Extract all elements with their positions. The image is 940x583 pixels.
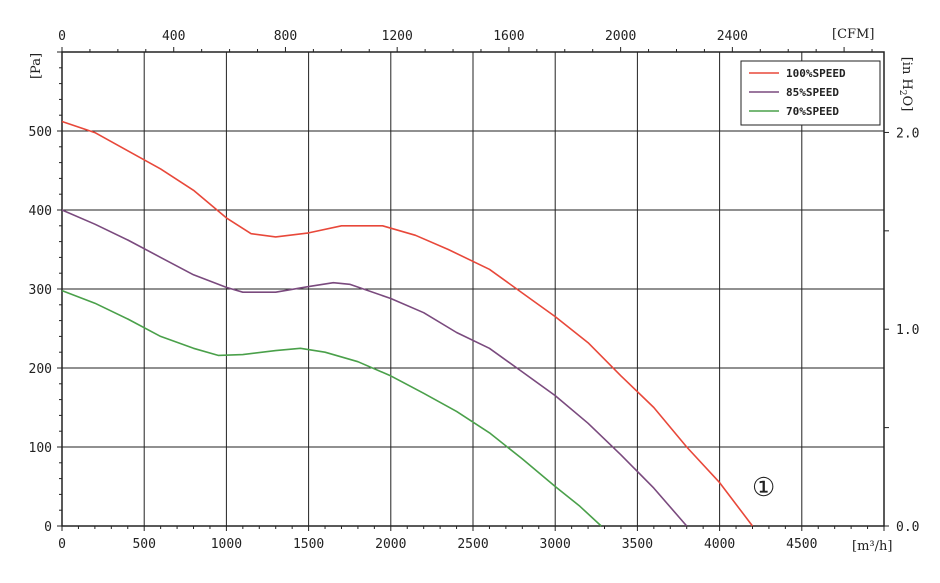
top-tick-label: 0 bbox=[58, 29, 66, 44]
top-tick-label: 400 bbox=[162, 29, 185, 44]
y-tick-label: 400 bbox=[29, 204, 52, 219]
right-tick-label: 1.0 bbox=[896, 323, 919, 338]
legend-label-3: 70%SPEED bbox=[786, 105, 839, 118]
right-axis-unit-label: [in H2O] bbox=[897, 57, 914, 112]
right-tick-label: 0.0 bbox=[896, 520, 919, 535]
curve-marker-annotation: ① bbox=[752, 473, 775, 503]
legend: 100%SPEED 85%SPEED 70%SPEED bbox=[740, 60, 881, 126]
x-tick-label: 1000 bbox=[211, 537, 242, 552]
x-tick-label: 3500 bbox=[622, 537, 653, 552]
tick-labels: 0 500 1000 1500 2000 2500 3000 3500 4000 45000100… bbox=[29, 29, 920, 552]
legend-box bbox=[740, 60, 881, 126]
y-tick-label: 500 bbox=[29, 125, 52, 140]
x-tick-label: 500 bbox=[132, 537, 155, 552]
x-axis-unit-label: [m³/h] bbox=[852, 539, 892, 554]
right-tick-label: 2.0 bbox=[896, 126, 919, 141]
top-tick-label: 800 bbox=[274, 29, 297, 44]
x-tick-label: 2500 bbox=[457, 537, 488, 552]
y-tick-label: 200 bbox=[29, 362, 52, 377]
y-tick-label: 100 bbox=[29, 441, 52, 456]
series-line-2 bbox=[61, 209, 688, 527]
x-tick-label: 4500 bbox=[786, 537, 817, 552]
axis-ticks bbox=[57, 47, 889, 531]
y-axis-unit-label: [Pa] bbox=[29, 53, 44, 79]
series-line-3 bbox=[61, 289, 602, 527]
top-tick-label: 2000 bbox=[605, 29, 636, 44]
top-tick-label: 1200 bbox=[382, 29, 413, 44]
x-tick-label: 2000 bbox=[375, 537, 406, 552]
grid-lines bbox=[62, 52, 884, 526]
top-tick-label: 2400 bbox=[717, 29, 748, 44]
y-tick-label: 300 bbox=[29, 283, 52, 298]
legend-label-2: 85%SPEED bbox=[786, 86, 839, 99]
legend-label-1: 100%SPEED bbox=[786, 67, 846, 80]
x-tick-label: 4000 bbox=[704, 537, 735, 552]
series-lines bbox=[61, 120, 754, 527]
top-axis-unit-label: [CFM] bbox=[832, 27, 874, 42]
y-tick-label: 0 bbox=[44, 520, 52, 535]
x-tick-label: 3000 bbox=[540, 537, 571, 552]
x-tick-label: 1500 bbox=[293, 537, 324, 552]
x-tick-label: 0 bbox=[58, 537, 66, 552]
top-tick-label: 1600 bbox=[493, 29, 524, 44]
series-line-1 bbox=[61, 120, 754, 527]
